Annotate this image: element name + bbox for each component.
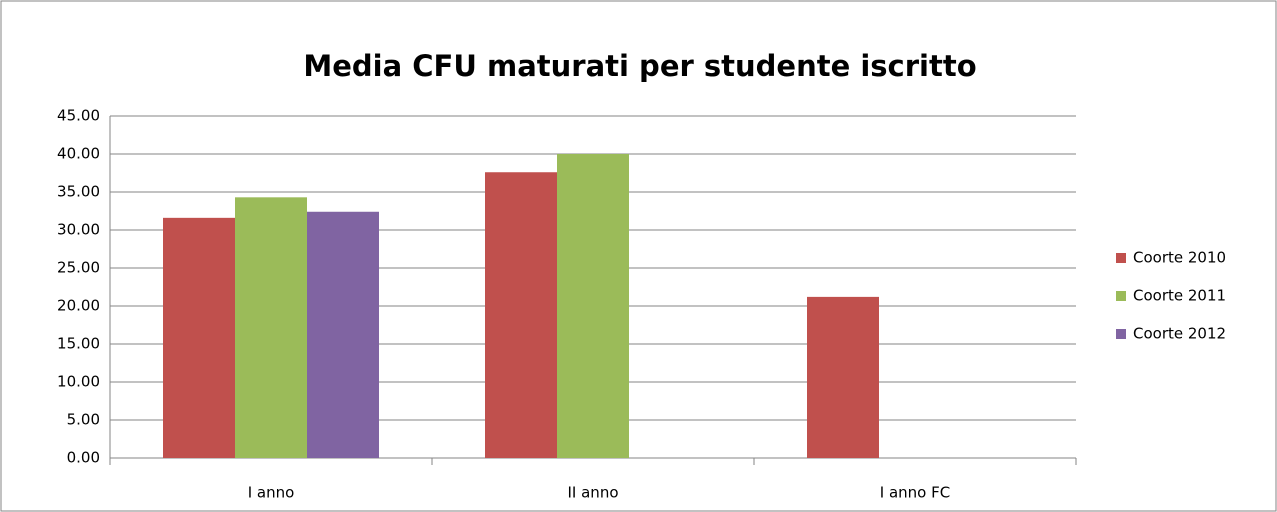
legend-label: Coorte 2010 <box>1133 249 1226 267</box>
y-tick-label: 40.00 <box>57 145 100 163</box>
y-tick-label: 35.00 <box>57 183 100 201</box>
chart-title: Media CFU maturati per studente iscritto <box>303 49 976 83</box>
x-tick-label: II anno <box>568 484 619 502</box>
bar <box>557 154 629 458</box>
y-tick-label: 20.00 <box>57 297 100 315</box>
legend-label: Coorte 2011 <box>1133 287 1226 305</box>
y-tick-label: 30.00 <box>57 221 100 239</box>
bar <box>235 197 307 458</box>
y-tick-label: 0.00 <box>67 449 100 467</box>
legend-swatch <box>1116 253 1126 263</box>
bar <box>307 211 379 458</box>
bar <box>807 296 879 458</box>
y-tick-label: 45.00 <box>57 107 100 125</box>
y-tick-label: 25.00 <box>57 259 100 277</box>
legend-swatch <box>1116 329 1126 339</box>
legend-label: Coorte 2012 <box>1133 325 1226 343</box>
x-tick-label: I anno FC <box>880 484 950 502</box>
bar <box>163 217 235 458</box>
y-tick-label: 10.00 <box>57 373 100 391</box>
legend-swatch <box>1116 291 1126 301</box>
x-tick-label: I anno <box>248 484 295 502</box>
bar <box>485 172 557 459</box>
y-tick-label: 5.00 <box>67 411 100 429</box>
y-tick-label: 15.00 <box>57 335 100 353</box>
